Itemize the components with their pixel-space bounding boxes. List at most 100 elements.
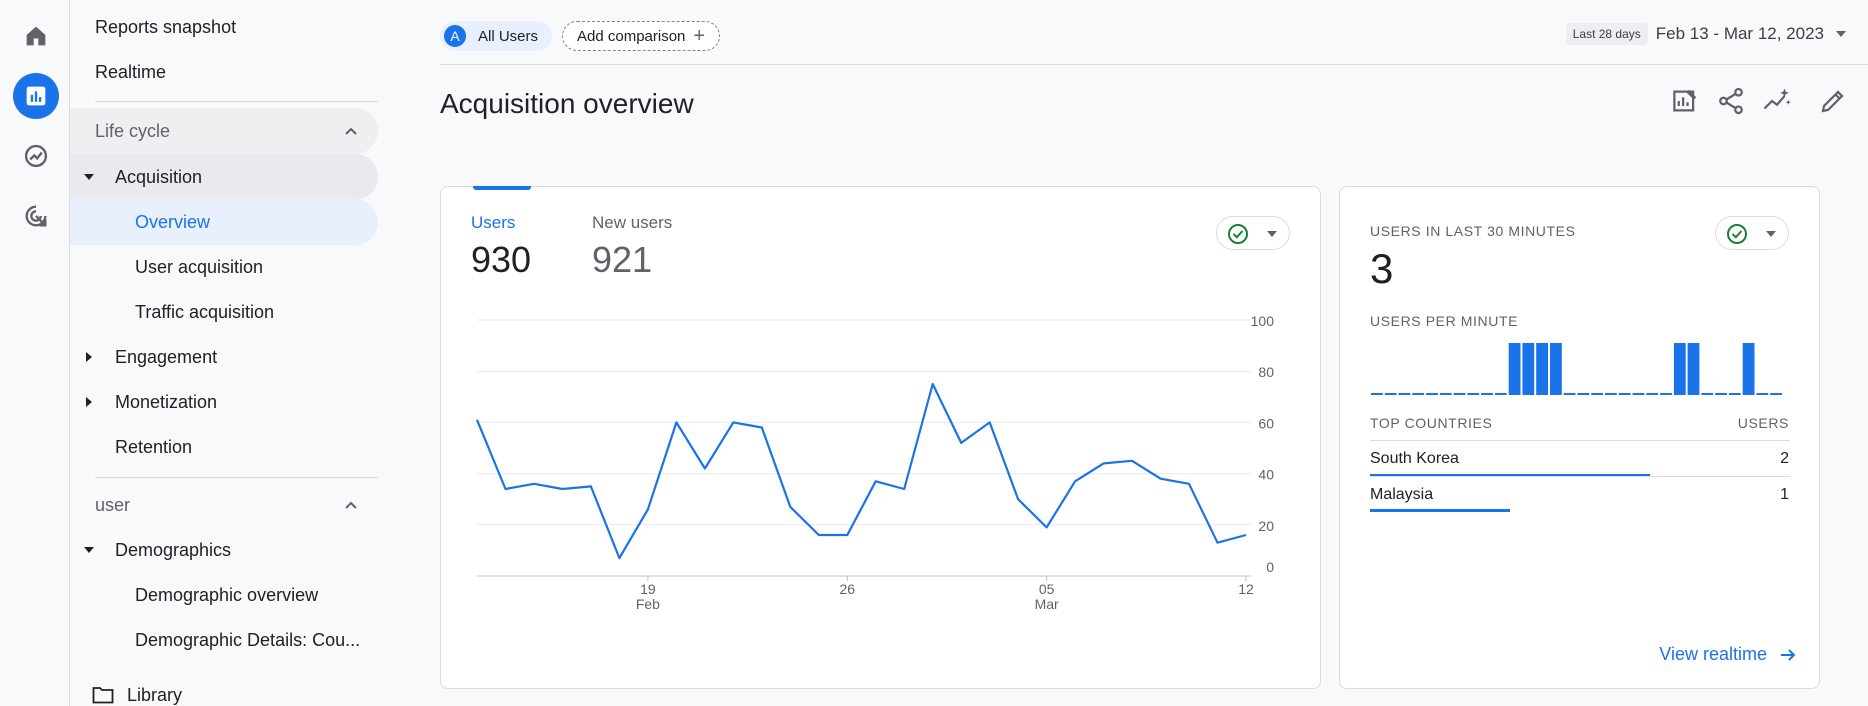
share-icon[interactable] [1716, 86, 1746, 116]
minute-bar [1618, 393, 1631, 395]
x-tick-month-label: Mar [1035, 596, 1059, 612]
nav-label: Reports snapshot [95, 16, 237, 37]
nav-demographics[interactable]: Demographics [70, 527, 378, 573]
y-tick-label: 20 [1258, 518, 1274, 534]
nav-label: Demographics [115, 539, 232, 560]
nav-demographic-overview[interactable]: Demographic overview [70, 572, 378, 618]
nav-label: Monetization [115, 391, 218, 412]
date-range-badge: Last 28 days [1565, 23, 1648, 45]
realtime-card: USERS IN LAST 30 MINUTES 3 USERS PER MIN… [1339, 186, 1820, 689]
minute-bar [1660, 393, 1672, 395]
series-line-users [475, 382, 1247, 560]
nav-traffic-acquisition[interactable]: Traffic acquisition [70, 289, 378, 335]
column-header-countries: TOP COUNTRIES [1370, 415, 1493, 431]
edit-icon[interactable] [1818, 86, 1848, 116]
home-icon[interactable] [13, 13, 59, 59]
comparison-chip-all-users[interactable]: A All Users [440, 21, 553, 51]
nav-demographic-details[interactable]: Demographic Details: Cou... [70, 617, 378, 663]
metric-value: 921 [592, 239, 653, 280]
minute-bar [1522, 343, 1535, 395]
nav-section-user[interactable]: user [70, 482, 378, 528]
left-rail [0, 0, 70, 706]
table-divider [1370, 440, 1790, 441]
add-comparison-button[interactable]: Add comparison + [562, 21, 721, 51]
x-tick-label: 19 [640, 581, 656, 597]
minute-bar [1728, 393, 1741, 395]
realtime-title: USERS IN LAST 30 MINUTES [1370, 223, 1576, 239]
minute-bar [1756, 393, 1769, 395]
nav-retention[interactable]: Retention [70, 424, 378, 470]
caret-down-icon [1836, 31, 1846, 37]
caret-right-icon [86, 397, 92, 407]
nav-label: Demographic overview [135, 584, 319, 605]
nav-acquisition[interactable]: Acquisition [70, 154, 378, 200]
advertising-icon[interactable] [13, 193, 59, 239]
nav-label: Life cycle [95, 120, 171, 141]
nav-section-lifecycle[interactable]: Life cycle [70, 108, 378, 154]
reports-icon[interactable] [13, 73, 59, 119]
minute-bar [1439, 393, 1452, 395]
minute-bar [1384, 393, 1397, 395]
chevron-up-icon [345, 501, 357, 509]
minute-bar [1742, 343, 1755, 395]
nav-label: Demographic Details: Cou... [135, 629, 361, 650]
chip-label: All Users [478, 27, 539, 45]
nav-reports-snapshot[interactable]: Reports snapshot [70, 4, 378, 50]
nav-label: Traffic acquisition [135, 301, 275, 322]
nav-label: Overview [135, 211, 211, 232]
minute-bar [1632, 393, 1645, 395]
nav-overview[interactable]: Overview [70, 199, 378, 245]
caret-down-icon [1766, 231, 1776, 237]
minute-bar [1591, 393, 1604, 395]
nav-label: Acquisition [115, 166, 203, 187]
x-tick-label: 12 [1238, 581, 1254, 597]
nav-label: Realtime [95, 61, 167, 82]
minute-bar [1536, 343, 1548, 395]
row-users: 2 [1780, 450, 1789, 467]
x-tick-month-label: Feb [636, 596, 660, 612]
header-divider [440, 64, 1868, 65]
row-share-bar [1370, 509, 1510, 512]
nav-label: Retention [115, 436, 193, 457]
row-users: 1 [1780, 486, 1789, 503]
check-circle-icon [1228, 224, 1248, 244]
minute-bar [1673, 343, 1686, 395]
caret-down-icon [1267, 231, 1277, 237]
minute-bar [1453, 393, 1466, 395]
y-tick-label: 0 [1266, 559, 1274, 575]
comparison-toggle-chip[interactable] [1216, 216, 1290, 250]
y-tick-label: 80 [1258, 364, 1274, 380]
y-tick-label: 40 [1258, 467, 1274, 483]
nav-monetization[interactable]: Monetization [70, 379, 378, 425]
chip-label: Add comparison [577, 27, 686, 45]
date-range-picker[interactable]: Last 28 days Feb 13 - Mar 12, 2023 [1565, 23, 1846, 45]
nav-realtime[interactable]: Realtime [70, 49, 378, 95]
realtime-value: 3 [1370, 245, 1394, 292]
nav-library[interactable]: Library [70, 672, 378, 706]
nav-divider [95, 101, 378, 102]
metric-value: 930 [471, 239, 532, 280]
metric-tab-users[interactable]: Users 930 [471, 213, 531, 281]
customize-report-icon[interactable] [1670, 86, 1700, 116]
page-title: Acquisition overview [440, 88, 694, 119]
check-circle-icon [1727, 224, 1747, 244]
users-per-minute-label: USERS PER MINUTE [1370, 313, 1519, 329]
nav-engagement[interactable]: Engagement [70, 334, 378, 380]
minute-bar [1398, 393, 1411, 395]
minute-bar [1646, 393, 1659, 395]
view-realtime-link[interactable]: View realtime [1659, 644, 1797, 665]
minute-bar [1563, 393, 1576, 395]
nav-label: User acquisition [135, 256, 264, 277]
x-tick-label: 26 [839, 581, 855, 597]
explore-icon[interactable] [13, 133, 59, 179]
row-share-bar [1370, 474, 1650, 477]
insights-icon[interactable] [1762, 86, 1792, 116]
minute-bar [1494, 393, 1507, 395]
metric-tab-new-users[interactable]: New users 921 [592, 213, 672, 281]
nav-user-acquisition[interactable]: User acquisition [70, 244, 378, 290]
comparison-toggle-chip[interactable] [1715, 216, 1789, 250]
top-bar: A All Users Add comparison + Last 28 day… [440, 16, 1868, 56]
users-per-minute-chart [1371, 343, 1782, 395]
date-range-text: Feb 13 - Mar 12, 2023 [1655, 24, 1824, 43]
link-label: View realtime [1659, 644, 1767, 664]
